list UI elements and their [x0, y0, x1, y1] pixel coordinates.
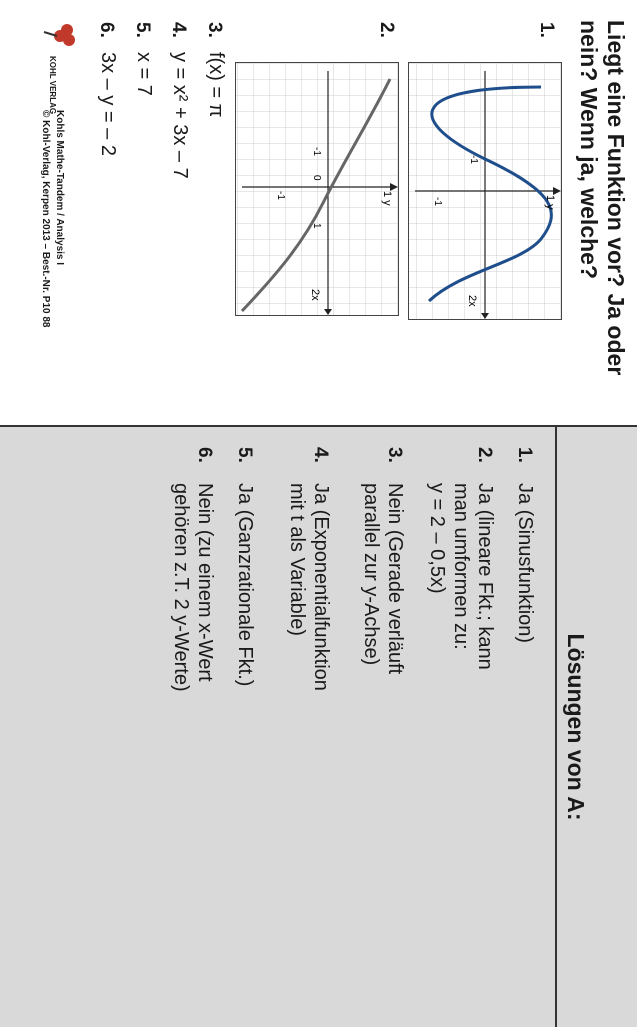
solution-header-divider [555, 427, 557, 1027]
solution-title: Lösungen von A: [563, 633, 589, 821]
question-card: Liegt eine Funktion vor? Ja oder nein? W… [0, 0, 637, 425]
footer-copyright: © Kohl-Verlag, Kerpen 2013 [40, 110, 51, 241]
graph-1-tick-neg-x: -1 [468, 155, 479, 164]
solution-text: Ja (lineare Fkt.; kann man umformen zu: … [426, 483, 496, 670]
graph-2-tick-zero: 0 [311, 175, 322, 181]
question-number: 2. [376, 22, 397, 38]
footer-publisher: © Kohl-Verlag, Kerpen 2013 – Best.-Nr. P… [40, 110, 51, 328]
footer-title: Kohls Mathe-Tandem / Analysis I [54, 110, 65, 266]
graph-2: 2x 1 y -1 0 1 -1 [235, 62, 399, 316]
question-number: 5. [132, 22, 153, 38]
solution-number: 2. [474, 447, 495, 463]
question-title: Liegt eine Funktion vor? Ja oder nein? W… [576, 20, 629, 376]
solution-text: Ja (Ganzrationale Fkt.) [234, 483, 256, 687]
question-text: x = 7 [133, 52, 155, 96]
question-text: f(x) = π [205, 52, 227, 118]
question-number: 3. [204, 22, 225, 38]
solution-card: Lösungen von A: 1. Ja (Sinusfunktion) 2.… [0, 427, 637, 1027]
solution-number: 5. [234, 447, 255, 463]
graph-2-tick-neg-y: -1 [275, 191, 286, 200]
solution-number: 1. [514, 447, 535, 463]
solution-text: Nein (Gerade verläuft parallel zur y-Ach… [360, 483, 406, 675]
question-text: 3x – y = – 2 [97, 52, 119, 156]
graph-1-x-label: 2x [466, 295, 478, 307]
question-number: 4. [168, 22, 189, 38]
solution-text: Ja (Sinusfunktion) [514, 483, 536, 644]
footer: KOHL VERLAG Kohls Mathe-Tandem / Analysi… [7, 20, 77, 420]
question-text: y = x² + 3x – 7 [169, 52, 191, 179]
publisher-logo-icon [43, 24, 75, 46]
graph-1-curve [427, 85, 553, 303]
graph-1-tick-neg-y: -1 [432, 197, 443, 206]
graph-2-tick-neg-x: -1 [311, 147, 322, 156]
solution-number: 4. [310, 447, 331, 463]
graph-2-y-label: 1 y [381, 191, 393, 206]
graph-1-y-label: 1 y [544, 195, 556, 210]
footer-order-number: Best.-Nr. P10 88 [40, 251, 51, 328]
solution-number: 3. [384, 447, 405, 463]
graph-2-tick-pos-x: 1 [311, 223, 322, 229]
question-number: 1. [536, 22, 557, 38]
solution-number: 6. [194, 447, 215, 463]
graph-2-x-label: 2x [309, 289, 321, 301]
solution-text: Ja (Exponentialfunktion mit t als Variab… [286, 483, 332, 691]
graph-2-curve [240, 78, 392, 313]
solution-text: Nein (zu einem x-Wert gehören z.T. 2 y-W… [170, 483, 216, 692]
graph-1: 2x 1 y -1 -1 [408, 62, 562, 320]
publisher-logo-text: KOHL VERLAG [48, 56, 57, 115]
question-number: 6. [96, 22, 117, 38]
